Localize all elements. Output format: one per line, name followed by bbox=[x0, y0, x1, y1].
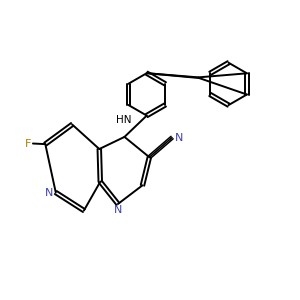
Text: N: N bbox=[114, 206, 122, 215]
Text: HN: HN bbox=[116, 115, 131, 125]
Text: F: F bbox=[25, 139, 32, 148]
Text: N: N bbox=[175, 133, 183, 142]
Text: N: N bbox=[45, 188, 53, 197]
